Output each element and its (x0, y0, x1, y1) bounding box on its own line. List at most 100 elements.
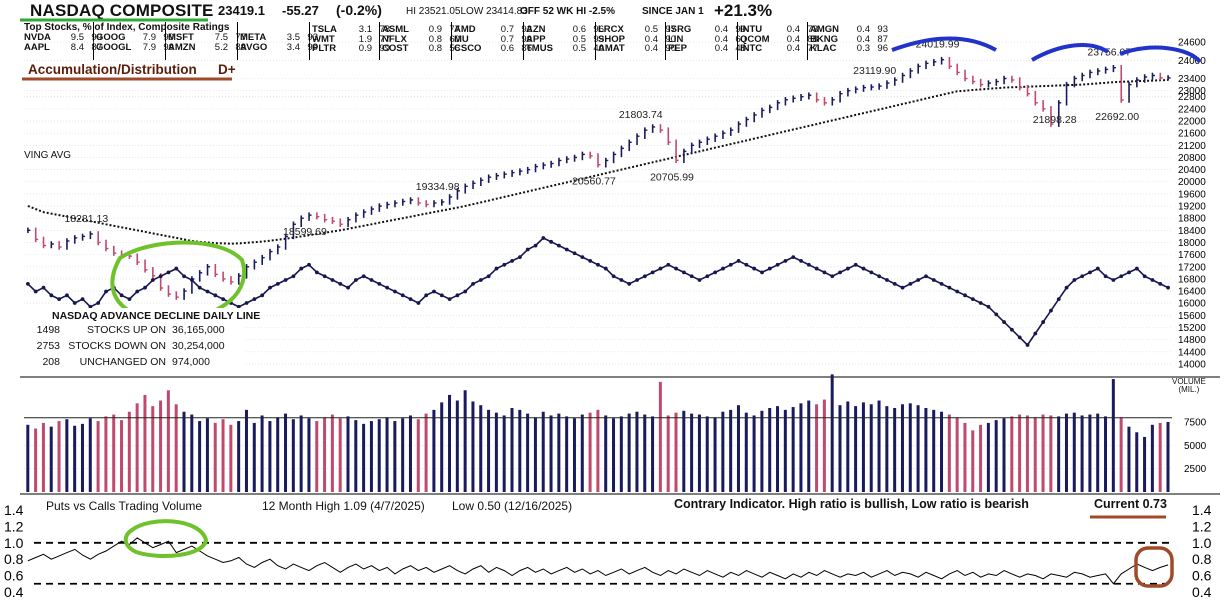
volume-tick-label: 7500 (1184, 418, 1207, 429)
puts-calls-high: 12 Month High 1.09 (4/7/2025) (262, 499, 425, 513)
top-stock-sym: AAPL (24, 41, 50, 53)
ad-line-point (314, 270, 319, 275)
green-circle-pcr (123, 519, 209, 558)
ad-line-point (439, 293, 444, 298)
volume-bar (666, 415, 670, 492)
ad-line-point (627, 281, 632, 286)
volume-bar (1064, 413, 1068, 492)
ad-line-point (57, 297, 62, 302)
current-box (1134, 546, 1174, 588)
top-stock-rt: 93 (877, 24, 888, 35)
price-tick-label: 15200 (1178, 323, 1206, 334)
ad-line-point (369, 278, 374, 282)
top-stock-pct: 0.4 (786, 33, 800, 45)
top-stock-sym: PEP (668, 43, 688, 55)
top-stock-sym: LIN (668, 33, 684, 45)
top-stock-pct: 7.9 (142, 41, 156, 53)
ad-line-point (986, 304, 991, 309)
volume-bar (510, 408, 514, 492)
volume-bar (1088, 414, 1092, 492)
volume-bar (268, 421, 272, 492)
ad-line-point (775, 262, 780, 267)
ad-down-label: STOCKS DOWN ON (68, 340, 166, 352)
top-stock-rt: 60 (449, 33, 460, 45)
top-stock-pct: 0.3 (856, 43, 870, 55)
top-stock-sym: APP (526, 33, 546, 45)
volume-bar (260, 415, 264, 492)
volume-bar (971, 430, 975, 492)
ad-line-point (635, 278, 639, 282)
volume-bar (424, 413, 428, 492)
volume-bar (440, 402, 444, 492)
ad-line-point (970, 297, 975, 302)
ad-line-point (955, 289, 960, 294)
price-tick-label: 17200 (1178, 262, 1206, 273)
volume-bar (612, 418, 616, 492)
ad-line-point (564, 247, 569, 252)
hand-markup (20, 18, 1202, 588)
volume-bar (869, 404, 873, 492)
volume-bar (377, 419, 381, 492)
ad-line-point (330, 278, 335, 282)
volume-bar (760, 410, 764, 492)
ad-line-point (525, 247, 530, 252)
top-stock-pct: 0.9 (358, 43, 372, 55)
volume-tick-label: 2500 (1184, 464, 1207, 475)
volume-bar (736, 405, 740, 492)
price-tick-label: 22400 (1178, 104, 1206, 115)
index-price: 23419.1 (218, 3, 265, 18)
volume-bar (330, 414, 334, 492)
ad-line-point (205, 289, 210, 294)
column-separator (523, 22, 524, 60)
ad-line-point (939, 281, 944, 286)
volume-bar (205, 418, 209, 492)
top-stock-sym: KLAC (810, 43, 837, 55)
price-tick-label: 22800 (1178, 92, 1206, 103)
top-stock-pct: 0.8 (428, 33, 442, 45)
volume-bar (697, 414, 701, 492)
volume-bar (362, 423, 366, 492)
volume-bar (768, 408, 772, 492)
ad-line-point (432, 289, 436, 294)
column-separator (237, 22, 238, 60)
ad-line-point (908, 281, 913, 286)
volume-bar (237, 421, 241, 492)
ad-line-point (822, 270, 827, 275)
index-change-pct: (-0.2%) (336, 2, 382, 18)
volume-bar (393, 421, 397, 492)
top-stock-pct: 0.4 (786, 24, 800, 35)
ma-label: VING AVG (24, 150, 72, 161)
volume-bar (448, 394, 452, 492)
price-annotation: 18599.69 (283, 226, 327, 238)
off-high: OFF 52 WK HI -2.5% (520, 6, 616, 17)
volume-bar (846, 401, 850, 492)
ad-line-point (244, 301, 249, 305)
ad-line-point (72, 301, 77, 305)
puts-calls-tick-right: 0.6 (1192, 568, 1212, 584)
volume-bar (1135, 432, 1139, 492)
volume-bar (174, 404, 178, 492)
volume-bar (752, 415, 756, 492)
price-tick-label: 14400 (1178, 347, 1206, 358)
top-stock-rt: 99 (521, 33, 532, 45)
volume-bar (221, 419, 225, 492)
volume-bar (1025, 415, 1029, 492)
ad-line-point (783, 259, 788, 263)
top-stock-pct: 3.5 (286, 32, 300, 43)
volume-bar (791, 407, 795, 492)
top-stock-sym: AVGO (240, 41, 268, 53)
ad-line-point (322, 274, 327, 279)
top-stock-sym: AMGN (810, 24, 840, 35)
volume-bar (744, 412, 748, 492)
puts-calls-title: Puts vs Calls Trading Volume (46, 499, 203, 513)
price-tick-label: 20400 (1178, 165, 1206, 176)
column-separator (665, 22, 666, 60)
volume-bar (88, 418, 92, 492)
volume-bar (213, 422, 217, 492)
ad-line-point (947, 285, 952, 290)
ad-line-point (268, 285, 272, 290)
ad-line-point (767, 266, 772, 271)
price-annotation: 20560.77 (572, 176, 616, 188)
volume-label: VOLUME (MIL.) (1172, 378, 1206, 394)
